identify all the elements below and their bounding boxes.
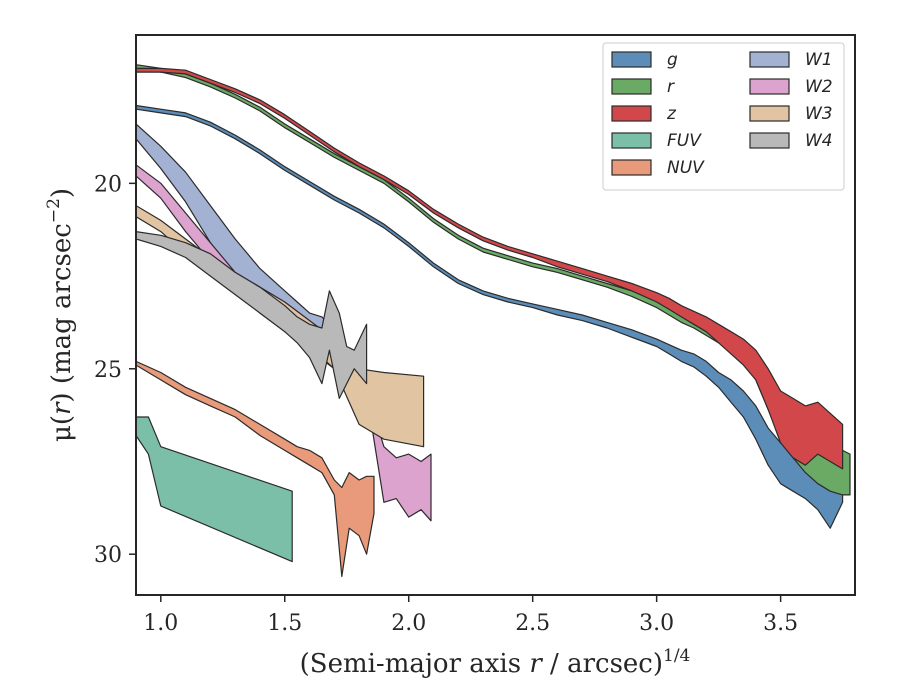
y-axis: 20 25 30 [94, 172, 136, 568]
legend: grz FUV NUV W1 W2 W3 W4 [602, 42, 845, 191]
y-tick-label: 20 [94, 172, 122, 197]
plot-frame [135, 34, 856, 596]
legend-label-w2: W2 [805, 77, 833, 97]
x-tick-label: 1.0 [143, 611, 178, 636]
series-band-z [136, 67, 844, 470]
series-band-g [136, 104, 844, 529]
legend-label-w3: W3 [805, 104, 833, 124]
legend-swatch-nuv [611, 159, 652, 176]
series-band-fuv [136, 416, 293, 563]
legend-swatch-g [611, 51, 652, 68]
legend-label-z: z [666, 104, 677, 124]
x-axis: 1.0 1.5 2.0 2.5 3.0 3.5 [143, 595, 798, 636]
x-tick-label: 2.0 [391, 611, 426, 636]
x-tick-label: 3.0 [639, 611, 674, 636]
series-band-nuv [136, 360, 375, 578]
legend-swatch-r [611, 78, 652, 95]
x-tick-label: 1.5 [267, 611, 302, 636]
legend-swatch-w1 [749, 51, 790, 68]
legend-swatch-z [611, 105, 652, 122]
legend-label-w1: W1 [805, 50, 833, 70]
y-tick-label: 30 [94, 543, 122, 568]
y-tick-label: 25 [94, 358, 122, 383]
legend-swatch-w3 [749, 105, 790, 122]
x-tick-label: 2.5 [515, 611, 550, 636]
legend-label-nuv: NUV [667, 158, 705, 178]
legend-swatch-w4 [749, 132, 790, 149]
legend-label-w4: W4 [805, 131, 833, 151]
x-axis-label: (Semi-major axis r / arcsec)1/4 [300, 646, 691, 679]
legend-label-g: g [667, 50, 678, 70]
x-tick-label: 3.5 [763, 611, 798, 636]
series-band-r [136, 64, 851, 496]
series-layer [136, 64, 851, 578]
legend-label-r: r [667, 77, 675, 97]
legend-swatch-w2 [749, 78, 790, 95]
legend-swatch-fuv [611, 132, 652, 149]
y-axis-label: μ(r) (mag arcsec−2) [44, 188, 77, 442]
legend-label-fuv: FUV [667, 131, 702, 151]
series-band-w4 [136, 231, 368, 399]
